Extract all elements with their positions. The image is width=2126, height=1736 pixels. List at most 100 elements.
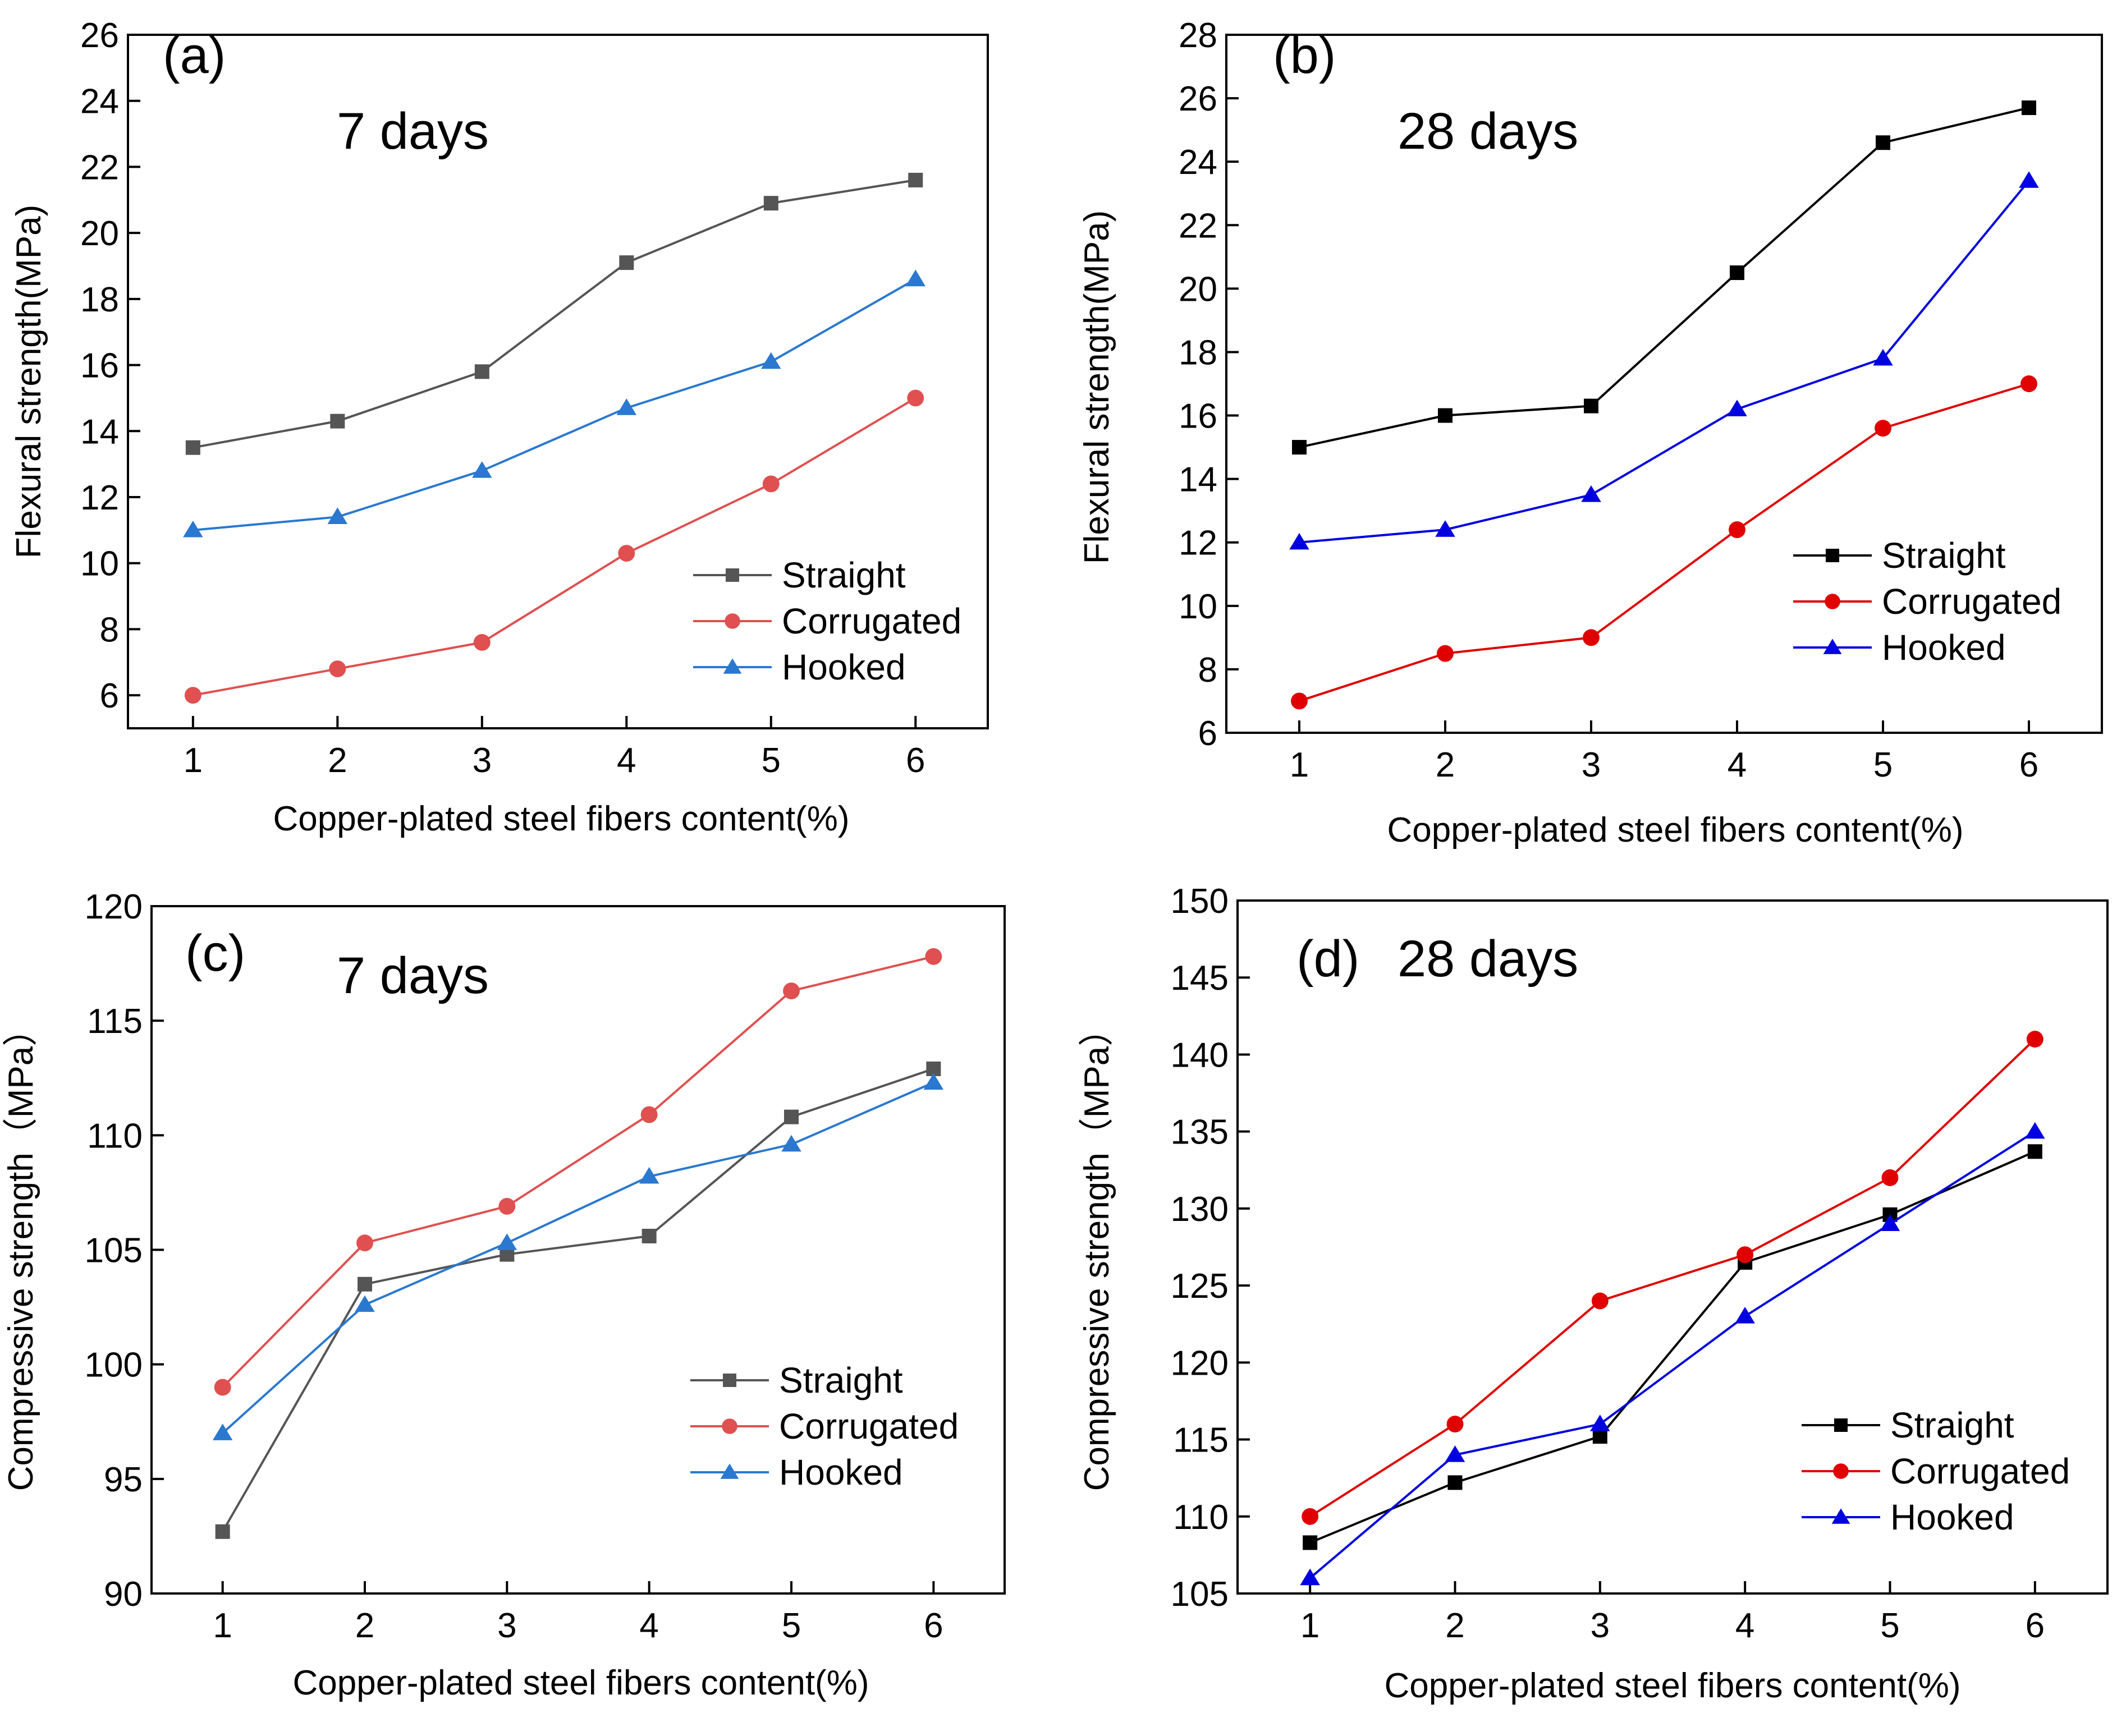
annotation: 28 days	[1398, 930, 1578, 988]
x-tick-label: 3	[473, 741, 492, 780]
data-point	[330, 414, 345, 429]
data-point	[925, 948, 942, 965]
data-point	[1446, 1416, 1464, 1433]
data-point	[1302, 1508, 1319, 1525]
data-point	[1880, 1214, 1900, 1232]
x-tick-label: 5	[782, 1606, 801, 1645]
legend-entry: Straight	[1890, 1405, 2014, 1445]
legend-marker	[725, 613, 740, 629]
legend-entry: Hooked	[1882, 627, 2006, 668]
legend-entry: Corrugated	[782, 601, 961, 641]
y-tick-label: 24	[80, 82, 119, 121]
legend-marker	[726, 568, 739, 582]
x-tick-label: 6	[906, 741, 925, 780]
data-point	[1292, 440, 1307, 455]
series-hooked	[1289, 171, 2039, 550]
legend-entry: Corrugated	[1890, 1451, 2070, 1491]
y-tick-label: 18	[80, 281, 119, 319]
y-tick-label: 130	[1171, 1190, 1229, 1229]
series-corrugated	[214, 948, 942, 1396]
data-point	[905, 269, 926, 287]
legend-entry: Straight	[782, 555, 906, 595]
legend-marker	[1825, 594, 1840, 609]
y-tick-label: 12	[80, 479, 119, 517]
annotation: 7 days	[337, 103, 489, 160]
data-point	[2026, 1031, 2043, 1048]
data-point	[212, 1423, 233, 1440]
legend-entry: Hooked	[779, 1452, 903, 1492]
data-point	[1881, 1169, 1899, 1186]
data-point	[1736, 1246, 1754, 1264]
y-tick-label: 100	[85, 1346, 143, 1385]
data-point	[474, 364, 489, 379]
data-point	[1300, 1568, 1320, 1586]
data-point	[784, 1109, 799, 1124]
y-tick-label: 115	[87, 1002, 143, 1041]
legend-marker	[1826, 549, 1839, 562]
series-line	[222, 955, 934, 1388]
chart-panel-c: 90 95 100 105 110 115 120 1 2 3 4 5 6 Copper-plated s…	[2, 888, 1006, 1702]
series-hooked	[212, 1073, 944, 1440]
data-point	[1437, 645, 1454, 662]
data-point	[472, 461, 492, 478]
series-line	[1309, 1150, 2036, 1544]
panel-label: (b)	[1273, 27, 1336, 84]
legend-marker	[723, 1374, 736, 1387]
annotation: 7 days	[337, 947, 489, 1004]
y-tick-label: 135	[1171, 1113, 1229, 1152]
data-point	[1435, 520, 1455, 537]
x-tick-label: 1	[213, 1606, 232, 1645]
data-point	[214, 1379, 231, 1396]
legend-entry: Corrugated	[1882, 581, 2061, 622]
data-point	[1584, 398, 1598, 414]
y-tick-label: 8	[1198, 651, 1217, 690]
data-point	[642, 1229, 657, 1243]
legend-entry: Hooked	[782, 647, 906, 687]
data-point	[498, 1197, 516, 1215]
data-point	[183, 520, 203, 538]
x-tick-label: 3	[1591, 1606, 1610, 1645]
data-point	[639, 1166, 659, 1184]
y-tick-label: 16	[80, 347, 119, 385]
y-tick-label: 90	[104, 1575, 143, 1614]
x-tick-label: 1	[1290, 746, 1309, 784]
data-point	[761, 352, 781, 369]
data-point	[355, 1295, 375, 1312]
data-point	[1291, 692, 1308, 710]
x-tick-label: 3	[1582, 746, 1601, 784]
data-point	[618, 545, 635, 562]
data-point	[907, 389, 924, 407]
x-tick-label: 5	[1873, 746, 1893, 784]
series-straight	[1292, 100, 2036, 455]
data-point	[327, 507, 348, 524]
y-tick-label: 26	[80, 16, 119, 55]
data-point	[1727, 399, 1747, 416]
data-point	[619, 255, 634, 270]
data-point	[1592, 1429, 1607, 1444]
data-point	[762, 475, 780, 493]
series-line	[1299, 383, 2029, 702]
data-point	[781, 1135, 801, 1152]
y-tick-label: 20	[80, 214, 119, 253]
data-point	[329, 660, 346, 678]
series-line	[222, 1081, 934, 1434]
series-straight	[1303, 1144, 2042, 1550]
x-tick-label: 2	[328, 741, 347, 780]
data-point	[1438, 408, 1453, 423]
panel-label: (a)	[163, 27, 226, 84]
legend-entry: Corrugated	[779, 1406, 959, 1446]
x-tick-label: 6	[2019, 746, 2038, 784]
y-tick-label: 105	[85, 1232, 143, 1270]
data-point	[2025, 1122, 2045, 1139]
data-point	[215, 1524, 230, 1539]
x-axis-label: Copper-plated steel fibers content(%)	[1387, 811, 1964, 849]
legend-marker	[723, 658, 742, 674]
y-tick-label: 95	[104, 1461, 143, 1499]
y-tick-label: 110	[87, 1117, 143, 1155]
y-tick-label: 145	[1171, 959, 1229, 998]
data-point	[923, 1073, 944, 1090]
data-point	[1583, 629, 1600, 646]
data-point	[640, 1106, 658, 1123]
x-tick-label: 2	[1445, 1606, 1464, 1645]
